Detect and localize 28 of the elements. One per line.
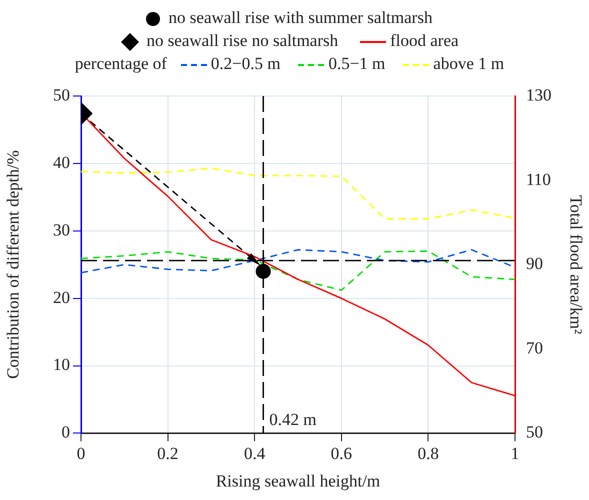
y2-tick-label: 50	[526, 422, 543, 442]
y-tick-label: 20	[53, 288, 70, 307]
x-tick-label: 0.8	[418, 444, 439, 463]
legend-label: no seawall rise with summer saltmarsh	[168, 7, 432, 29]
legend-label: 0.5−1 m	[327, 53, 386, 76]
x-tick-label: 1	[510, 444, 520, 463]
y-tick-label: 10	[53, 355, 70, 374]
legend-label: above 1 m	[432, 53, 504, 76]
y2-tick-label: 70	[526, 338, 543, 358]
x-tick-label: 0.4	[244, 444, 266, 463]
y-tick-label: 50	[53, 85, 70, 104]
x-tick-label: 0.2	[157, 444, 178, 463]
y2-tick-label: 110	[526, 170, 551, 189]
x-axis-title: Rising seawall height/m	[216, 471, 380, 490]
y-tick-label: 0	[62, 422, 70, 442]
legend-label: flood area	[389, 30, 459, 52]
x-tick-label: 0.6	[330, 444, 352, 463]
y-axis-title: Contribution of different depth/%	[4, 150, 23, 379]
y2-tick-label: 90	[526, 254, 543, 274]
x-tick-label: 0	[76, 444, 86, 463]
y-tick-label: 40	[53, 152, 70, 172]
y2-axis-title: Total flood area/km²	[566, 195, 586, 334]
legend-title: percentage of	[74, 53, 167, 76]
legend-label: 0.2−0.5 m	[210, 53, 280, 76]
legend-label: no seawall rise no saltmarsh	[145, 30, 338, 52]
y-tick-label: 30	[53, 220, 70, 240]
y2-tick-label: 130	[526, 85, 552, 104]
ref-line-label: 0.42 m	[269, 410, 317, 430]
